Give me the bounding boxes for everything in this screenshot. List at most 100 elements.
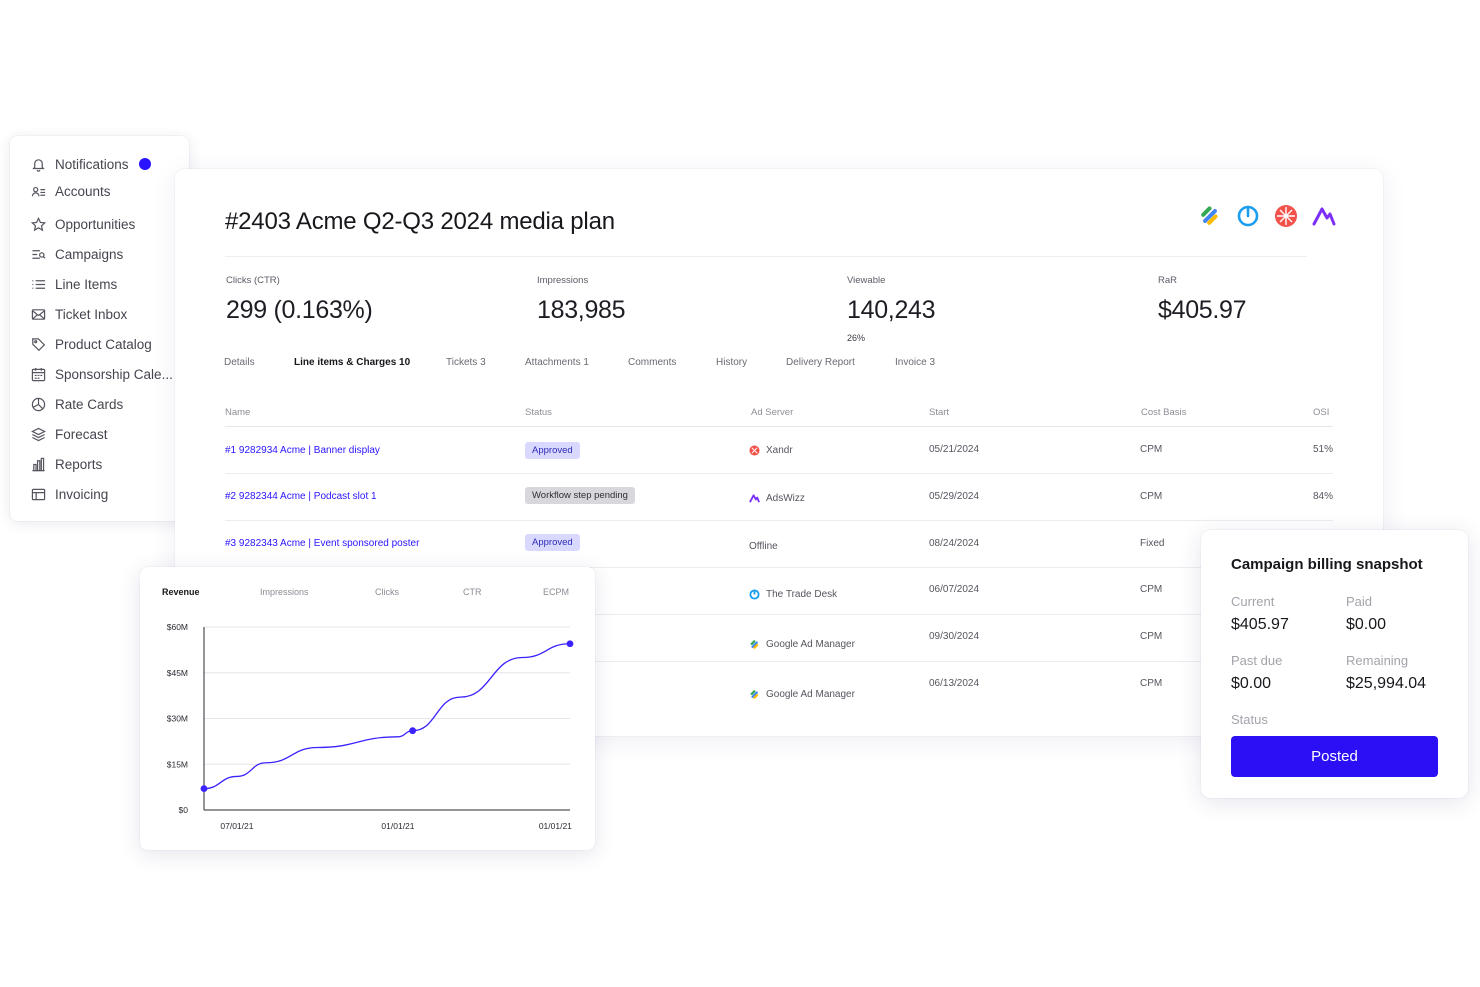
- table-row[interactable]: #2 9282344 Acme | Podcast slot 1 Workflo…: [225, 474, 1333, 521]
- media-plan-panel: #2403 Acme Q2-Q3 2024 media plan Clicks …: [175, 169, 1383, 736]
- chart-tab-revenue[interactable]: Revenue: [162, 587, 200, 597]
- billing-label: Past due: [1231, 653, 1283, 668]
- tab-comments[interactable]: Comments: [628, 357, 677, 368]
- column-header-start[interactable]: Start: [929, 407, 950, 418]
- column-header-cost-basis[interactable]: Cost Basis: [1141, 407, 1187, 418]
- cost-basis: CPM: [1140, 678, 1163, 689]
- cost-basis: CPM: [1140, 491, 1163, 502]
- trade-desk-icon: [749, 589, 760, 600]
- billing-value: $0.00: [1231, 675, 1272, 692]
- stat-sub: 26%: [847, 333, 866, 343]
- billing-paid: Paid $0.00: [1346, 594, 1386, 634]
- xandr-icon[interactable]: [1273, 203, 1299, 229]
- sidebar-item-line-items[interactable]: Line Items: [30, 274, 117, 294]
- sidebar-item-accounts[interactable]: Accounts: [30, 181, 111, 201]
- chart-tab-impressions[interactable]: Impressions: [260, 587, 309, 597]
- sidebar-item-invoicing[interactable]: Invoicing: [30, 484, 108, 504]
- adswizz-icon[interactable]: [1311, 203, 1337, 229]
- star-icon: [30, 216, 46, 232]
- sidebar-item-label: Accounts: [55, 183, 111, 199]
- billing-value: $25,994.04: [1346, 675, 1427, 692]
- sidebar-item-reports[interactable]: Reports: [30, 454, 102, 474]
- stat-value: 140,243: [847, 296, 936, 324]
- chart-tab-ecpm[interactable]: ECPM: [543, 587, 570, 597]
- sidebar-item-label: Rate Cards: [55, 396, 124, 412]
- sidebar-item-campaigns[interactable]: Campaigns: [30, 244, 123, 264]
- accounts-icon: [30, 183, 46, 199]
- sidebar: Notifications Accounts Opportunities Cam…: [10, 136, 189, 521]
- sidebar-item-label: Sponsorship Cale...: [55, 366, 173, 382]
- trade-desk-icon[interactable]: [1235, 203, 1261, 229]
- tab-delivery-report[interactable]: Delivery Report: [786, 357, 855, 368]
- column-header-osi[interactable]: OSI: [1313, 407, 1330, 418]
- tab-attachments[interactable]: Attachments 1: [525, 357, 589, 368]
- invoice-icon: [30, 486, 46, 502]
- layers-icon: [30, 426, 46, 442]
- sidebar-item-opportunities[interactable]: Opportunities: [30, 214, 135, 234]
- sidebar-item-rate-cards[interactable]: Rate Cards: [30, 394, 123, 414]
- sidebar-item-sponsorship-calendar[interactable]: Sponsorship Cale...: [30, 364, 173, 384]
- adswizz-icon: [749, 493, 760, 504]
- sidebar-item-label: Campaigns: [55, 246, 124, 262]
- google-ad-manager-icon[interactable]: [1197, 203, 1223, 229]
- column-header-name[interactable]: Name: [225, 407, 251, 418]
- table-row[interactable]: #3 9282343 Acme | Event sponsored poster…: [225, 521, 1333, 568]
- data-point: [200, 785, 208, 793]
- osi-value: 51%: [1313, 444, 1334, 455]
- stat-viewable: Viewable 140,243 26%: [847, 275, 936, 343]
- status-badge: Approved: [525, 442, 580, 459]
- tab-details[interactable]: Details: [224, 357, 255, 368]
- osi-value: 84%: [1313, 491, 1334, 502]
- ad-server-cell: Google Ad Manager: [749, 689, 855, 700]
- chart-tab-ctr[interactable]: CTR: [463, 587, 482, 597]
- revenue-series-line: [203, 643, 571, 790]
- list-icon: [30, 276, 46, 292]
- billing-snapshot-card: Campaign billing snapshot Current $405.9…: [1201, 530, 1468, 798]
- ad-server-name: Google Ad Manager: [766, 639, 855, 650]
- cost-basis: CPM: [1140, 584, 1163, 595]
- calendar-icon: [30, 366, 46, 382]
- line-item-name-link[interactable]: #2 9282344 Acme | Podcast slot 1: [225, 491, 377, 502]
- sidebar-item-notifications[interactable]: Notifications: [30, 154, 151, 174]
- start-date: 09/30/2024: [929, 631, 980, 642]
- posted-status-button[interactable]: Posted: [1231, 736, 1438, 777]
- line-item-name-link[interactable]: #3 9282343 Acme | Event sponsored poster: [225, 538, 420, 549]
- column-header-status[interactable]: Status: [525, 407, 552, 418]
- google-ad-manager-icon: [749, 639, 760, 650]
- tab-line-items[interactable]: Line items & Charges 10: [294, 357, 411, 368]
- table-row[interactable]: #1 9282934 Acme | Banner display Approve…: [225, 427, 1333, 474]
- y-tick-label: $60M: [167, 622, 188, 632]
- google-ad-manager-icon: [749, 689, 760, 700]
- table-row[interactable]: The Trade Desk 06/07/2024 CPM: [225, 568, 1333, 615]
- table-header: Name Status Ad Server Start Cost Basis O…: [225, 407, 1333, 427]
- start-date: 06/13/2024: [929, 678, 980, 689]
- ad-server-name: Xandr: [766, 445, 793, 456]
- data-point: [566, 640, 574, 648]
- status-badge: Approved: [525, 534, 580, 551]
- billing-current: Current $405.97: [1231, 594, 1289, 634]
- sidebar-item-label: Reports: [55, 456, 103, 472]
- ad-server-name: AdsWizz: [766, 493, 805, 504]
- billing-remaining: Remaining $25,994.04: [1346, 653, 1426, 693]
- tab-history[interactable]: History: [716, 357, 748, 368]
- line-item-name-link[interactable]: #1 9282934 Acme | Banner display: [225, 445, 380, 456]
- title-divider: [225, 256, 1307, 257]
- sidebar-item-forecast[interactable]: Forecast: [30, 424, 108, 444]
- start-date: 05/21/2024: [929, 444, 980, 455]
- revenue-chart-card: Revenue Impressions Clicks CTR ECPM $0 $1…: [140, 567, 595, 850]
- sidebar-item-ticket-inbox[interactable]: Ticket Inbox: [30, 304, 127, 324]
- sidebar-item-label: Product Catalog: [55, 336, 152, 352]
- table-row[interactable]: Google Ad Manager 06/13/2024 CPM: [225, 662, 1333, 709]
- tab-invoice[interactable]: Invoice 3: [895, 357, 936, 368]
- cost-basis: CPM: [1140, 444, 1163, 455]
- tab-tickets[interactable]: Tickets 3: [446, 357, 486, 368]
- chart-tab-clicks[interactable]: Clicks: [375, 587, 399, 597]
- table-row[interactable]: Google Ad Manager 09/30/2024 CPM: [225, 615, 1333, 662]
- billing-label: Paid: [1346, 594, 1373, 609]
- sidebar-item-label: Forecast: [55, 426, 108, 442]
- column-header-ad-server[interactable]: Ad Server: [751, 407, 794, 418]
- integrations-bar: [1197, 203, 1337, 229]
- billing-value: $0.00: [1346, 616, 1387, 633]
- sidebar-item-product-catalog[interactable]: Product Catalog: [30, 334, 152, 354]
- stat-label: Viewable: [847, 275, 886, 286]
